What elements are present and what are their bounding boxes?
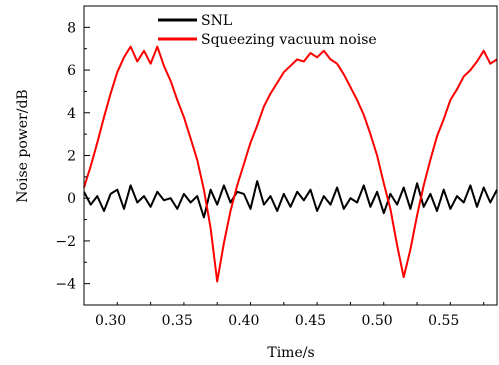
legend: SNL Squeezing vacuum noise [158,13,377,48]
x-tick-label: 0.40 [228,313,259,329]
y-axis-title: Noise power/dB [15,89,31,202]
y-tick-label: −2 [55,234,76,250]
series-line-snl [83,180,498,219]
plot-frame [83,5,498,306]
x-tick-label: 0.30 [95,313,126,329]
x-tick-label: 0.50 [362,313,393,329]
y-tick-label: 4 [67,106,76,122]
y-tick-label: −4 [55,277,76,293]
y-tick-label: 0 [67,191,76,207]
y-tick-label: 2 [67,149,76,165]
x-tick-label: 0.45 [295,313,326,329]
legend-label-snl: SNL [201,13,232,29]
plot-area [83,45,498,283]
y-tick-label: 8 [67,20,76,36]
x-tick-label: 0.35 [162,313,193,329]
y-tick-label: 6 [67,63,76,79]
axes: 0.30 0.35 0.40 0.45 0.50 0.55 −4 −2 0 2 4 6 8 [55,5,498,329]
legend-label-squeezing: Squeezing vacuum noise [201,32,377,48]
x-tick-label: 0.55 [428,313,459,329]
series-line-squeezing-vacuum-noise [83,45,498,283]
x-axis-title: Time/s [267,345,314,361]
